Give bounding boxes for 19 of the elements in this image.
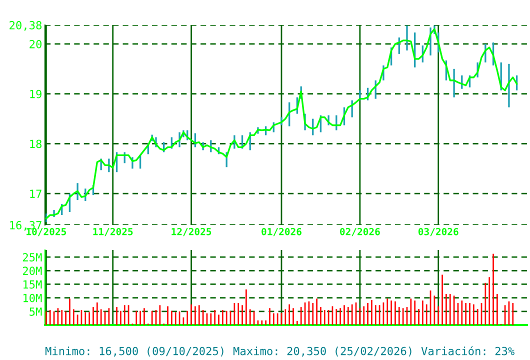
y-tick-label: 10M — [23, 294, 42, 302]
text: Variación: 23% — [421, 346, 514, 356]
y-tick-label: 25M — [22, 253, 42, 262]
y-tick-label: 19 — [30, 90, 42, 98]
y-tick-label: 18 — [30, 140, 42, 148]
y-tick-label: 5M — [30, 308, 42, 316]
line-series — [45, 28, 518, 220]
y-tick-label: 20 — [30, 40, 42, 48]
x-tick-label: 03/2026 — [418, 228, 458, 236]
text: Minimo: 16,500 (09/10/2025) — [45, 346, 224, 357]
x-tick-label: 01/2026 — [262, 228, 302, 236]
y-tick-label: 17 — [30, 190, 42, 198]
y-tick-label: 20M — [22, 266, 42, 276]
x-tick-label: 02/2026 — [340, 228, 380, 236]
x-tick-label: 11/2025 — [93, 228, 133, 236]
x-tick-label: 12/2025 — [172, 228, 212, 236]
text: Maximo: 20,350 (25/02/2026) — [233, 346, 412, 357]
y-tick-label: 20,38 — [10, 21, 42, 31]
y-tick-label: 15M — [23, 280, 42, 289]
